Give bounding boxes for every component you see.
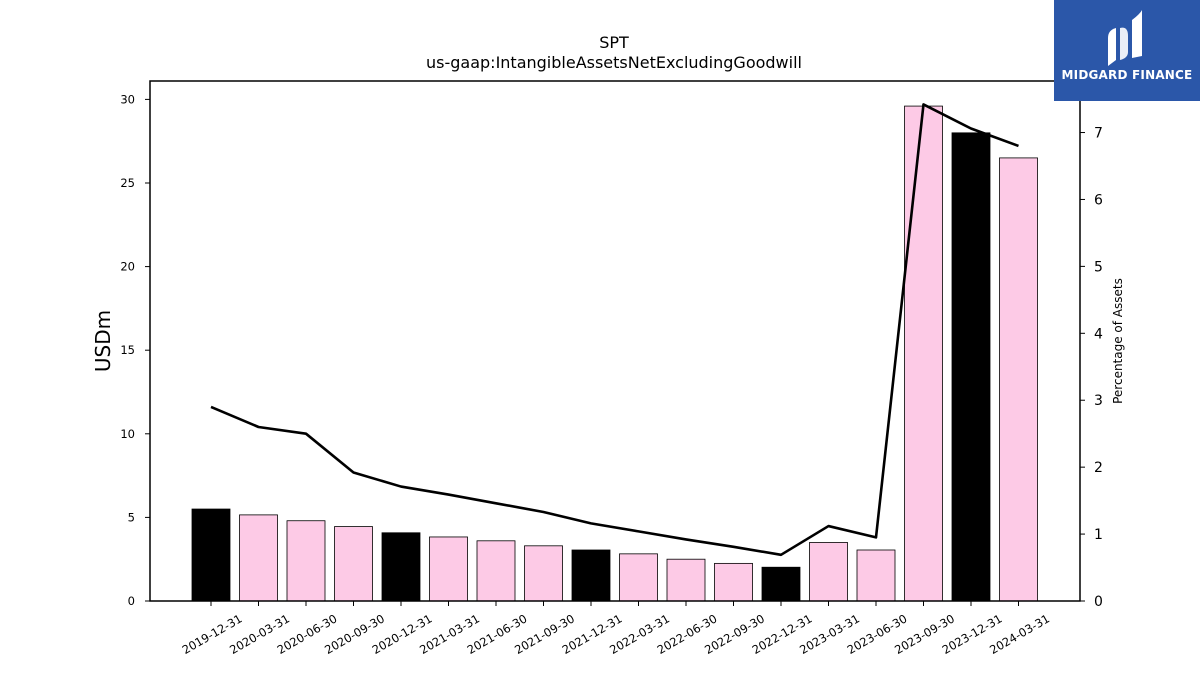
bar-2020-12-31 [381, 532, 421, 602]
right-tick-label: 6 [1094, 192, 1103, 208]
bar-2021-12-31 [571, 549, 611, 602]
y-axis-label-right: Percentage of Assets [1111, 278, 1125, 404]
left-tick-label: 15 [120, 343, 135, 357]
bar-2020-03-31 [239, 514, 278, 602]
left-tick-label: 5 [128, 510, 135, 524]
left-y-axis: 0 5 10 15 20 25 30 [120, 92, 150, 608]
logo-mark-icon [1108, 10, 1142, 66]
plot-frame [149, 80, 1081, 602]
percentage-line [210, 103, 1019, 557]
right-tick-label: 1 [1094, 527, 1103, 543]
left-tick-label: 20 [120, 260, 135, 274]
bar-2023-03-31 [809, 542, 848, 602]
chart-subtitle: us-gaap:IntangibleAssetsNetExcludingGood… [426, 53, 802, 72]
bar-2021-06-30 [476, 540, 516, 602]
right-tick-label: 5 [1094, 259, 1103, 275]
bar-2024-03-31 [999, 157, 1038, 602]
right-y-axis: 0 1 2 3 4 5 6 7 [1080, 126, 1103, 610]
bar-2021-09-30 [524, 545, 563, 602]
left-tick-label: 0 [128, 594, 135, 608]
bar-2022-09-30 [714, 562, 753, 602]
bar-2023-06-30 [856, 549, 896, 602]
bar-2020-06-30 [286, 520, 326, 602]
right-tick-label: 4 [1094, 326, 1103, 342]
right-tick-label: 0 [1094, 594, 1103, 610]
right-tick-label: 3 [1094, 393, 1103, 409]
y-axis-label-left: USDm [91, 310, 115, 372]
x-axis: 2019-12-312020-03-312020-06-302020-09-30… [180, 601, 1052, 657]
left-tick-label: 30 [120, 92, 135, 106]
line-series [210, 103, 1019, 557]
bar-2023-12-31 [951, 132, 991, 602]
logo-text: MIDGARD FINANCE [1061, 68, 1193, 82]
bar-2022-12-31 [761, 566, 801, 602]
left-tick-label: 10 [120, 427, 135, 441]
right-tick-label: 7 [1094, 126, 1103, 142]
left-tick-label: 25 [120, 176, 135, 190]
bar-2023-09-30 [904, 105, 943, 602]
bar-2019-12-31 [191, 508, 231, 602]
bar-2021-03-31 [429, 536, 468, 602]
bar-2020-09-30 [334, 526, 373, 602]
chart-title: SPT [599, 33, 629, 52]
bar-2022-03-31 [619, 553, 658, 602]
bar-2022-06-30 [666, 558, 706, 602]
midgard-finance-logo: MIDGARD FINANCE [1054, 0, 1200, 101]
bar-series [191, 105, 1038, 602]
right-tick-label: 2 [1094, 460, 1103, 476]
